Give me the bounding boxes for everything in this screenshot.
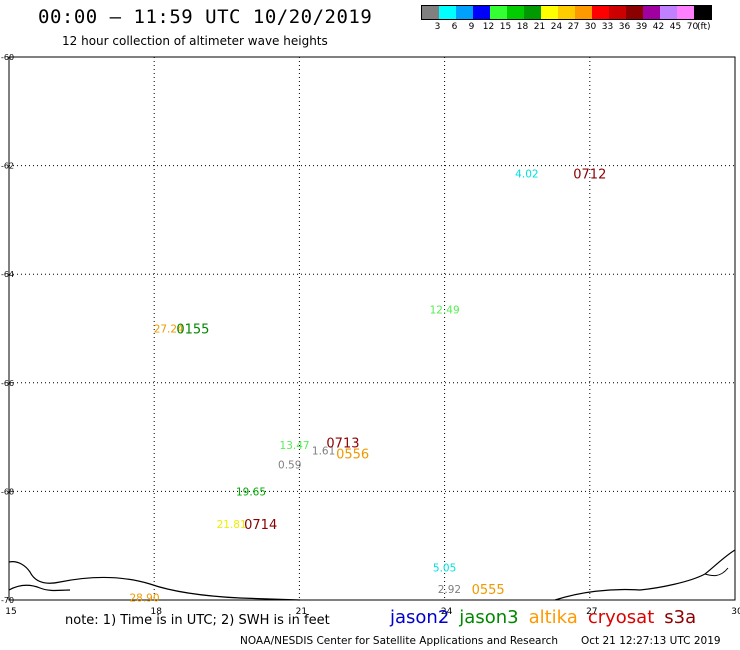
wave-height-label: 2.92 (438, 584, 461, 596)
scale-label: 12 (482, 22, 495, 32)
scale-label: 15 (499, 22, 512, 32)
coastline-east-inlet (704, 567, 729, 577)
scale-label: 24 (550, 22, 563, 32)
wave-height-label: 13.47 (280, 440, 310, 452)
x-tick-label: 24 (441, 607, 453, 617)
color-scale-swatches (421, 5, 712, 20)
scale-swatch (524, 6, 541, 19)
scale-label: 70 (686, 22, 699, 32)
color-scale-legend: 3 6 9 12 15 18 21 24 27 30 33 36 39 42 45 70 (ft) (421, 5, 712, 32)
wave-height-label: 5.05 (433, 562, 456, 574)
scale-swatch (694, 6, 711, 19)
wave-height-label: 12.49 (430, 304, 460, 316)
y-tick-label: -70 (1, 596, 14, 605)
satellite-cryosat: cryosat (587, 607, 655, 628)
scale-swatch (541, 6, 558, 19)
plot-frame (8, 56, 736, 601)
y-tick-label: -64 (1, 270, 14, 279)
scale-label: 27 (567, 22, 580, 32)
coastline-east (554, 549, 736, 601)
color-scale-labels: 3 6 9 12 15 18 21 24 27 30 33 36 39 42 45 70 (ft) (421, 20, 712, 32)
wave-height-label: 1.61 (312, 446, 335, 458)
scale-label: 3 (434, 22, 441, 32)
wave-height-label: 4.02 (515, 169, 538, 181)
scale-label: 6 (451, 22, 458, 32)
pass-time-label: 0556 (336, 447, 369, 462)
scale-swatch (490, 6, 507, 19)
wave-height-label: 19.65 (236, 486, 266, 498)
scale-swatch (456, 6, 473, 19)
pass-time-label: 0155 (176, 323, 209, 338)
x-tick-label: 21 (296, 607, 307, 617)
satellite-s3a: s3a (664, 607, 697, 628)
coastline-island (8, 584, 71, 592)
x-tick-label: 27 (586, 607, 597, 617)
credit-text: NOAA/NESDIS Center for Satellite Applica… (240, 635, 558, 647)
satellite-jason3: jason3 (459, 607, 519, 628)
scale-label: 33 (601, 22, 614, 32)
x-tick-label: 18 (150, 607, 162, 617)
wave-height-label: 21.81 (217, 519, 247, 531)
scale-swatch (643, 6, 660, 19)
satellite-legend: jason2 jason3 altika cryosat s3a (390, 607, 706, 628)
pass-time-label: 0712 (573, 168, 606, 183)
scale-swatch (677, 6, 694, 19)
timestamp-text: Oct 21 12:27:13 UTC 2019 (581, 635, 721, 647)
scale-label: 9 (468, 22, 475, 32)
scale-swatch (609, 6, 626, 19)
wave-height-label: 0.59 (278, 459, 301, 471)
pass-time-label: 0714 (244, 518, 277, 533)
y-tick-label: -60 (1, 53, 14, 62)
satellite-jason2: jason2 (390, 607, 450, 628)
coastline-west (8, 561, 301, 601)
scale-swatch (439, 6, 456, 19)
x-tick-label: 30 (731, 607, 740, 617)
scale-label: 36 (618, 22, 631, 32)
pass-time-label: 0555 (472, 583, 505, 598)
wave-height-label: 28.90 (129, 592, 159, 604)
scale-label: 45 (669, 22, 682, 32)
chart-title: 00:00 – 11:59 UTC 10/20/2019 (38, 6, 373, 28)
pass-time-label: 0713 (326, 437, 359, 452)
scale-label: 21 (533, 22, 546, 32)
scale-label: 18 (516, 22, 529, 32)
scale-swatch (626, 6, 643, 19)
satellite-altika: altika (528, 607, 578, 628)
scale-label: 39 (635, 22, 648, 32)
scale-unit: (ft) (697, 22, 711, 32)
scale-swatch (473, 6, 490, 19)
x-tick-label: 15 (5, 607, 16, 617)
scale-label: 42 (652, 22, 665, 32)
footer-note: note: 1) Time is in UTC; 2) SWH is in fe… (65, 613, 330, 628)
scale-swatch (422, 6, 439, 19)
scale-swatch (660, 6, 677, 19)
scale-swatch (558, 6, 575, 19)
scale-swatch (507, 6, 524, 19)
scale-swatch (592, 6, 609, 19)
chart-subtitle: 12 hour collection of altimeter wave hei… (62, 34, 328, 48)
scale-label: 30 (584, 22, 597, 32)
scale-swatch (575, 6, 592, 19)
y-tick-label: -66 (1, 379, 14, 388)
wave-height-label: 27.24 (154, 324, 184, 336)
y-tick-label: -62 (1, 162, 14, 171)
y-tick-label: -68 (1, 487, 14, 496)
